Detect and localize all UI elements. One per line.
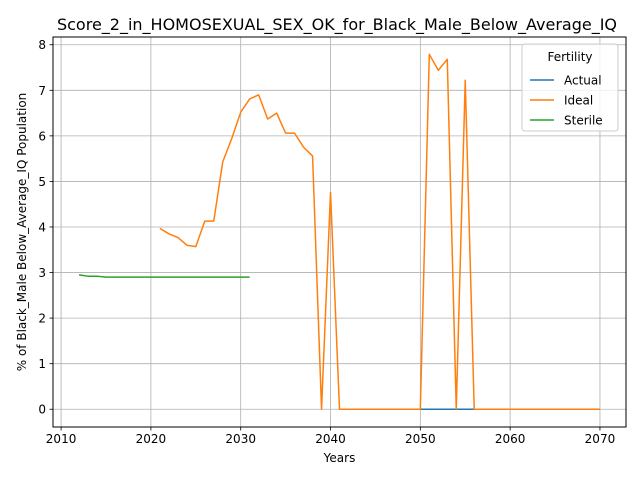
series-lines: [78, 53, 600, 410]
x-tick-label: 2040: [315, 432, 346, 446]
y-tick-label: 2: [38, 312, 46, 326]
y-tick-label: 6: [38, 129, 46, 143]
y-tick-label: 0: [38, 403, 46, 417]
x-axis-ticks: 2010 2020 2030 2040 2050 2060 2070: [46, 427, 615, 446]
chart-title: Score_2_in_HOMOSEXUAL_SEX_OK_for_Black_M…: [57, 15, 617, 35]
series-line-sterile: [78, 274, 250, 278]
y-tick-label: 8: [38, 38, 46, 52]
x-tick-label: 2050: [405, 432, 436, 446]
y-tick-label: 1: [38, 357, 46, 371]
y-tick-label: 3: [38, 266, 46, 280]
series-line-ideal: [159, 53, 600, 410]
x-axis-label: Years: [323, 451, 356, 465]
x-tick-label: 2070: [585, 432, 616, 446]
grid: [53, 37, 626, 427]
y-axis-label: % of Black_Male Below_Average_IQ Populat…: [15, 93, 29, 372]
y-tick-label: 7: [38, 84, 46, 98]
plot-frame: [52, 36, 627, 428]
legend: Fertility Actual Ideal Sterile: [521, 43, 619, 132]
legend-label-sterile: Sterile: [564, 114, 603, 128]
legend-label-ideal: Ideal: [564, 94, 593, 108]
legend-title: Fertility: [547, 50, 592, 64]
legend-label-actual: Actual: [564, 74, 602, 88]
y-axis-ticks: 0 1 2 3 4 5 6 7 8: [38, 38, 53, 417]
x-tick-label: 2060: [495, 432, 526, 446]
y-tick-label: 4: [38, 220, 46, 234]
y-tick-label: 5: [38, 175, 46, 189]
x-tick-label: 2030: [225, 432, 256, 446]
x-tick-label: 2020: [136, 432, 167, 446]
legend-box: [521, 43, 619, 132]
x-tick-label: 2010: [46, 432, 77, 446]
legend-items: Actual Ideal Sterile: [530, 74, 603, 128]
